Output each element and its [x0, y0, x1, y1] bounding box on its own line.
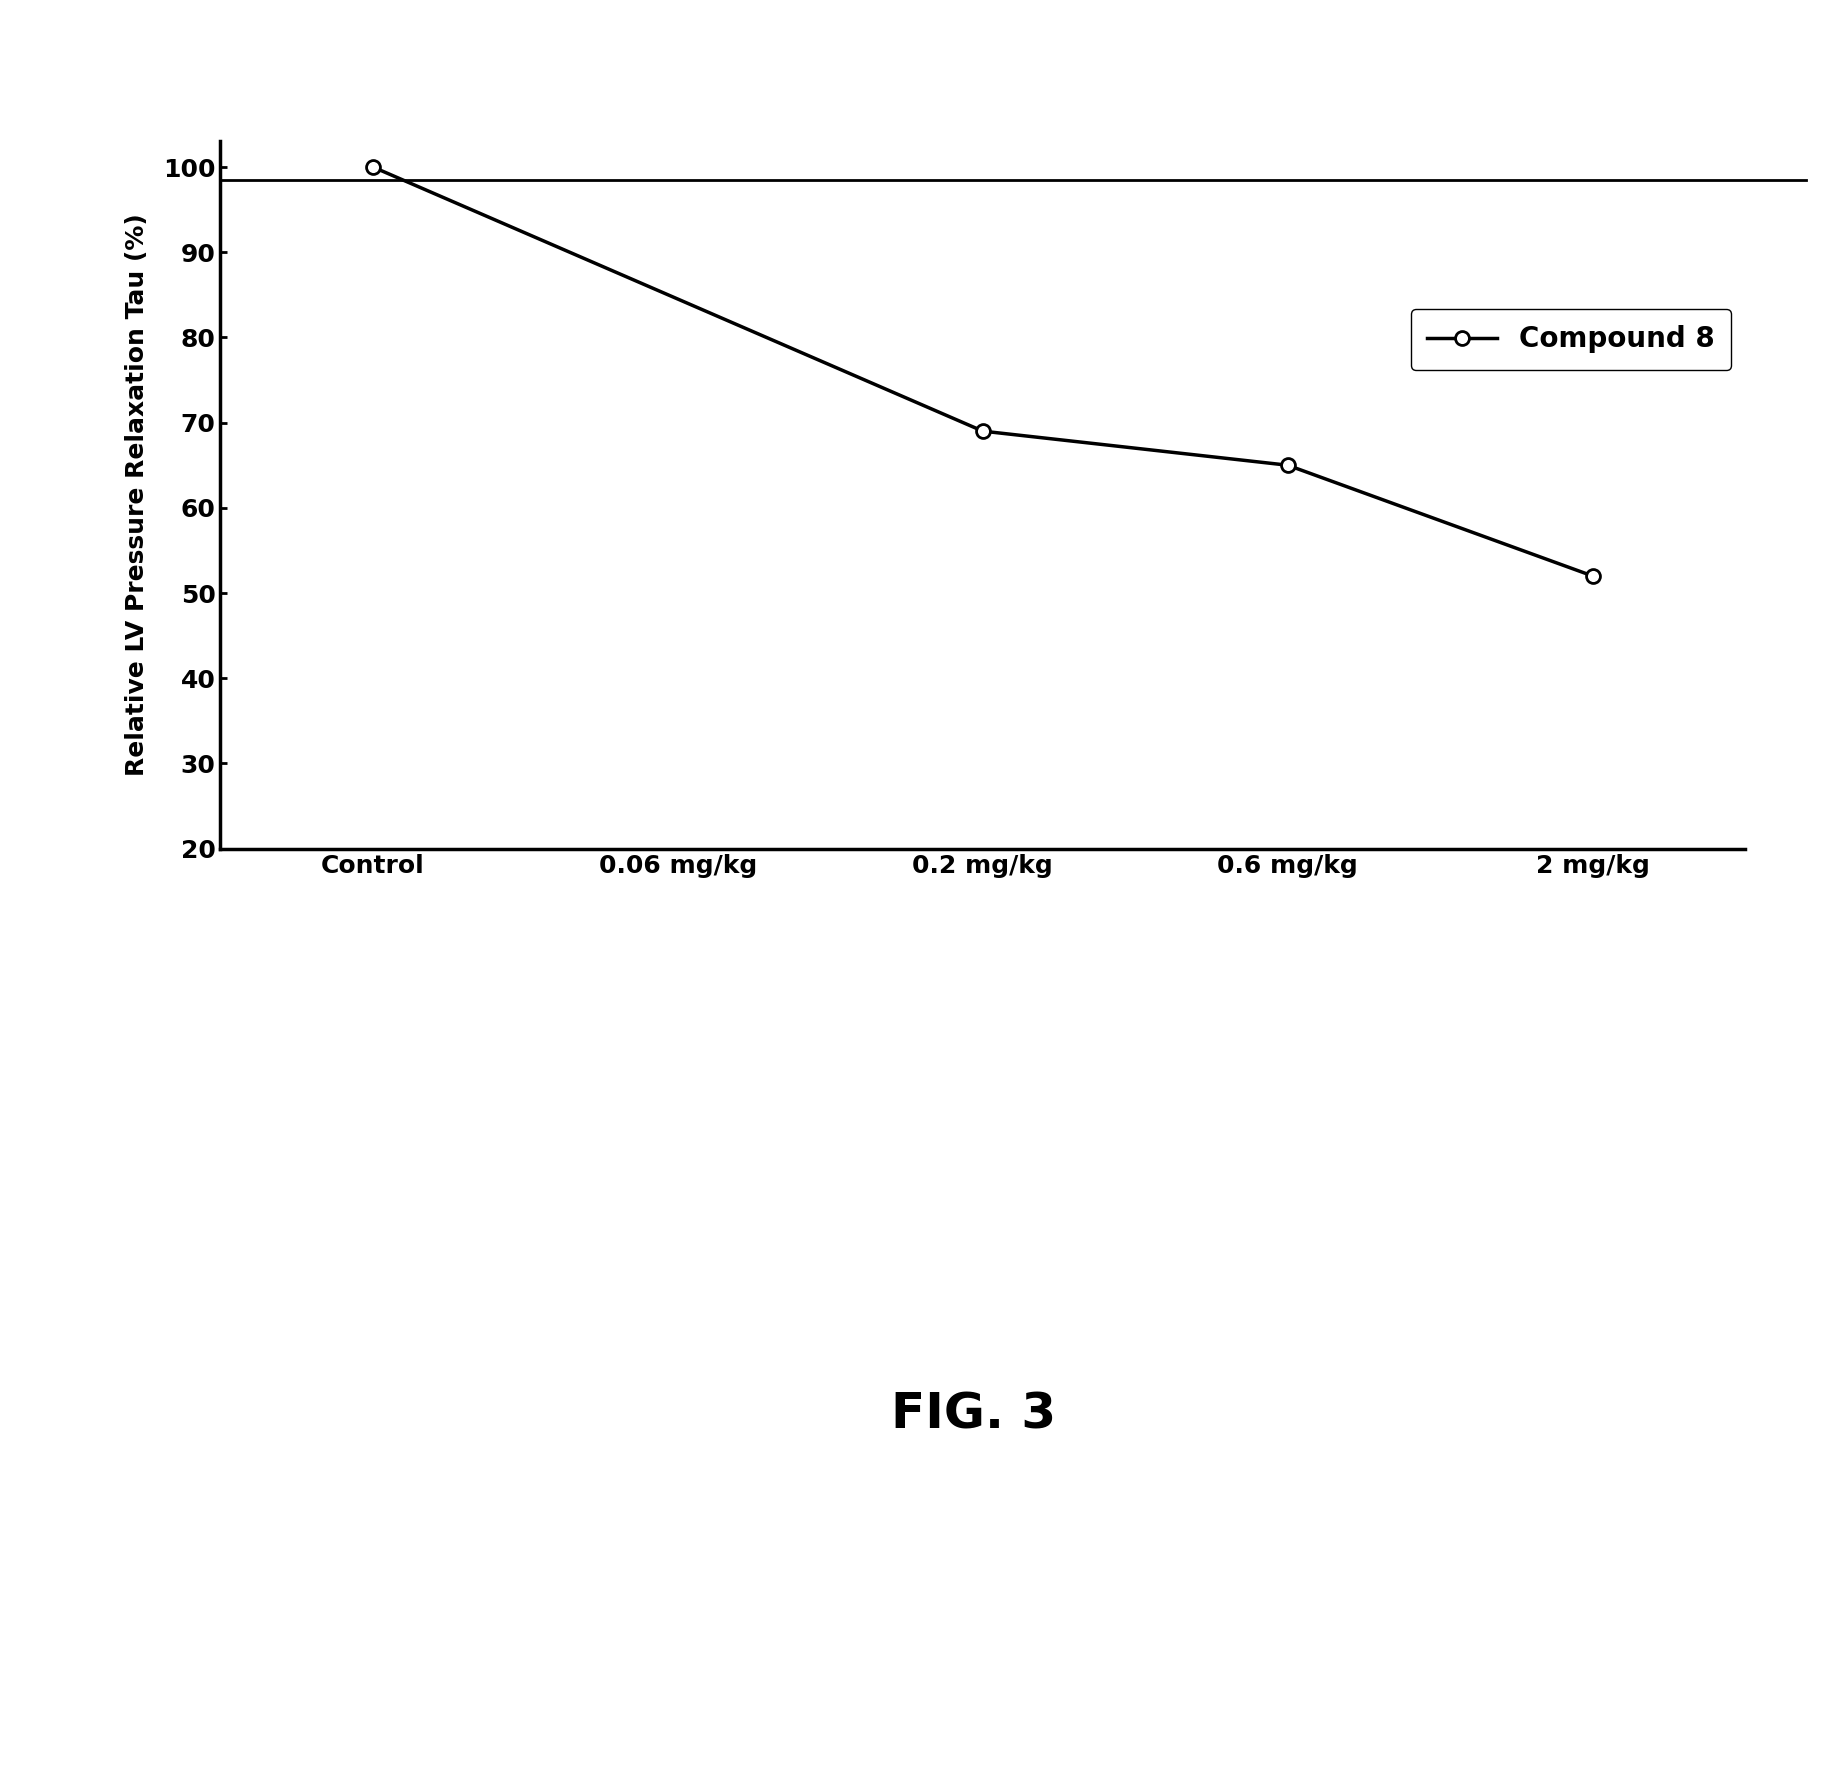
Y-axis label: Relative LV Pressure Relaxation Tau (%): Relative LV Pressure Relaxation Tau (%) [125, 214, 149, 776]
Text: FIG. 3: FIG. 3 [891, 1390, 1056, 1439]
Legend: Compound 8: Compound 8 [1411, 309, 1730, 370]
